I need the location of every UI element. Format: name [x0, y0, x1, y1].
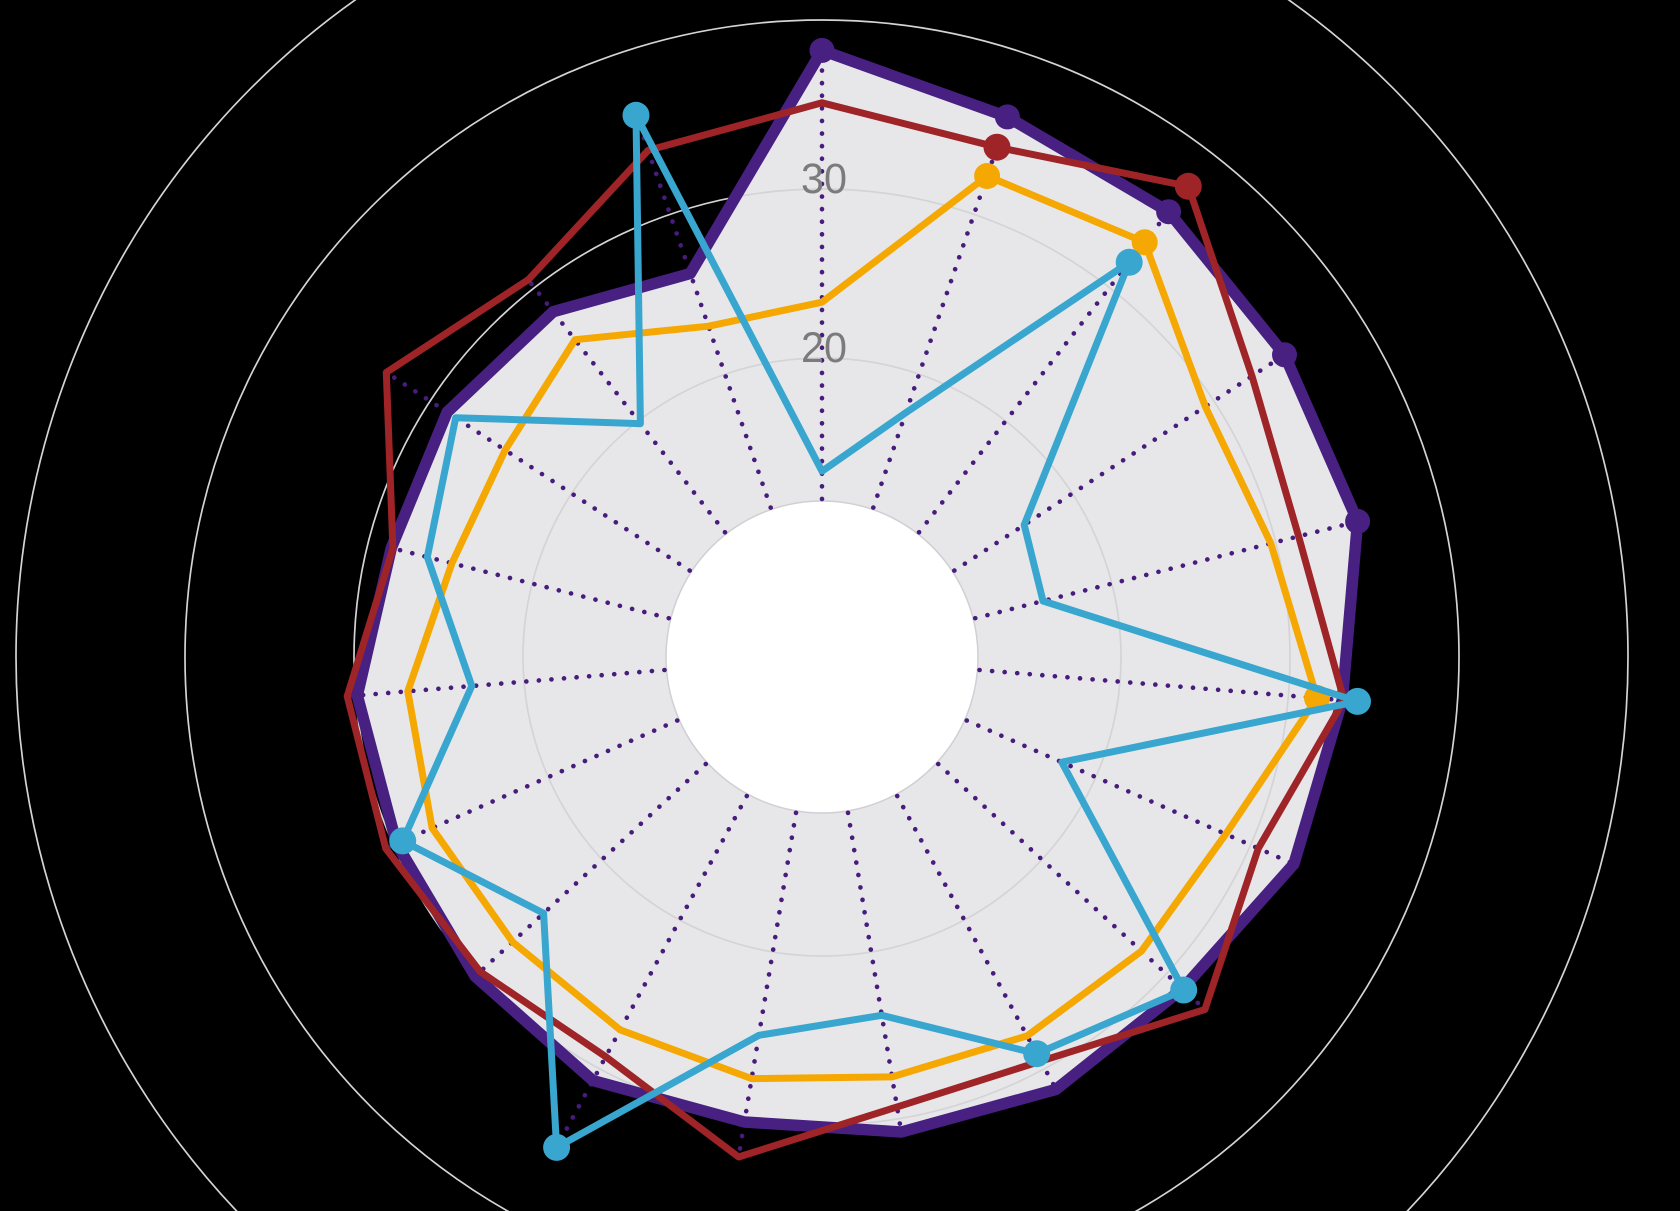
series-cyan-marker-5 — [1344, 687, 1371, 715]
spoke-line-10 — [736, 810, 799, 1158]
series-orange-line — [404, 172, 1321, 1083]
series-orange-marker-1 — [974, 163, 1001, 189]
spoke-line-13 — [385, 718, 680, 850]
spoke-line-8 — [894, 793, 1058, 1090]
spoke-line-6 — [964, 718, 1295, 866]
grid-circle-50 — [15, 0, 1629, 1211]
series-orange-marker-2 — [1131, 229, 1158, 256]
series-dark-red-marker-2 — [1174, 172, 1202, 200]
series-cyan-marker-18 — [622, 101, 650, 129]
series-cyan-marker-13 — [389, 827, 417, 855]
series-purple-marker-3 — [1272, 342, 1297, 368]
spoke-line-12 — [474, 761, 709, 978]
series-dark-red-marker-1 — [983, 133, 1011, 161]
series-purple-marker-2 — [1156, 199, 1182, 225]
series-cyan-marker-11 — [543, 1133, 571, 1161]
grid-circle-40 — [184, 19, 1460, 1211]
series-purple-marker-4 — [1345, 508, 1371, 534]
spoke-line-5 — [977, 667, 1358, 704]
spoke-line-14 — [346, 667, 667, 699]
radial-tick-label-20: 20 — [801, 324, 847, 372]
spoke-line-7 — [935, 761, 1206, 1011]
radial-tick-label-30: 30 — [801, 155, 847, 203]
center-hole — [665, 500, 979, 814]
spoke-line-16 — [385, 371, 693, 573]
series-cyan-marker-2 — [1115, 248, 1143, 276]
series-cyan-line — [399, 111, 1361, 1151]
series-cyan-marker-7 — [1170, 976, 1198, 1004]
spoke-line-17 — [527, 278, 728, 535]
series-cyan-marker-8 — [1023, 1040, 1051, 1068]
spoke-line-3 — [951, 353, 1286, 573]
spoke-line-4 — [972, 519, 1358, 621]
series-purple-marker-0 — [809, 37, 835, 63]
series-purple-marker-1 — [994, 104, 1020, 130]
series-dark-red-line — [343, 99, 1348, 1161]
